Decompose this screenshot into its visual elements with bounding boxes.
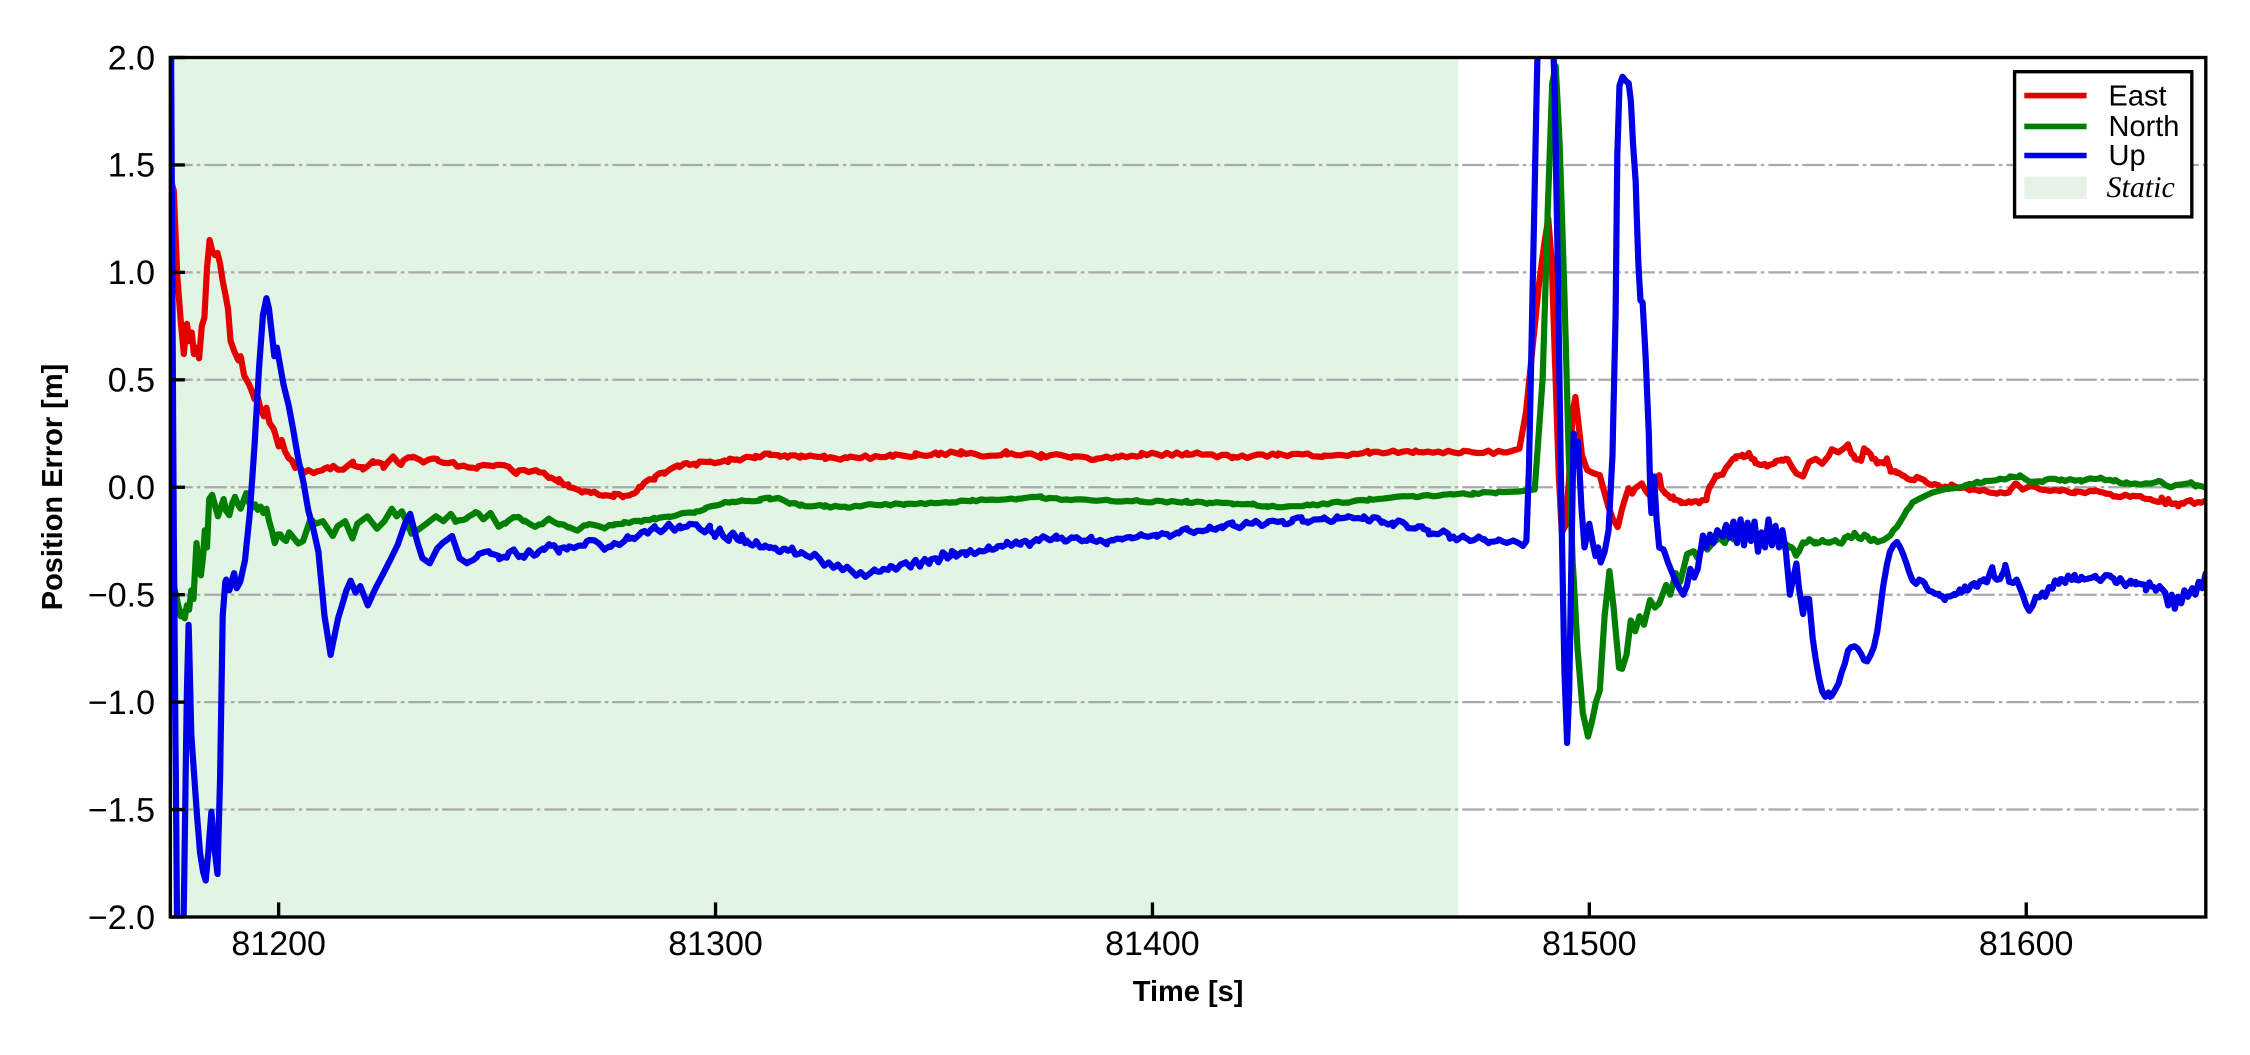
svg-text:Time [s]: Time [s] — [1133, 976, 1244, 1008]
svg-text:East: East — [2109, 80, 2167, 112]
svg-text:Static: Static — [2107, 171, 2175, 204]
svg-text:1.5: 1.5 — [108, 147, 155, 185]
svg-text:−1.0: −1.0 — [88, 684, 155, 722]
svg-text:81300: 81300 — [668, 925, 763, 963]
svg-text:1.0: 1.0 — [108, 254, 155, 292]
svg-text:Up: Up — [2109, 140, 2146, 172]
svg-text:North: North — [2109, 111, 2180, 143]
svg-text:81200: 81200 — [231, 925, 326, 963]
svg-text:81400: 81400 — [1105, 925, 1200, 963]
svg-text:81600: 81600 — [1979, 925, 2074, 963]
svg-text:Position Error [m]: Position Error [m] — [37, 364, 69, 611]
svg-text:0.5: 0.5 — [108, 362, 155, 400]
svg-text:2.0: 2.0 — [108, 39, 155, 77]
svg-text:−2.0: −2.0 — [88, 899, 155, 937]
svg-text:−0.5: −0.5 — [88, 577, 155, 615]
svg-text:−1.5: −1.5 — [88, 791, 155, 829]
svg-text:81500: 81500 — [1542, 925, 1637, 963]
svg-text:0.0: 0.0 — [108, 469, 155, 507]
